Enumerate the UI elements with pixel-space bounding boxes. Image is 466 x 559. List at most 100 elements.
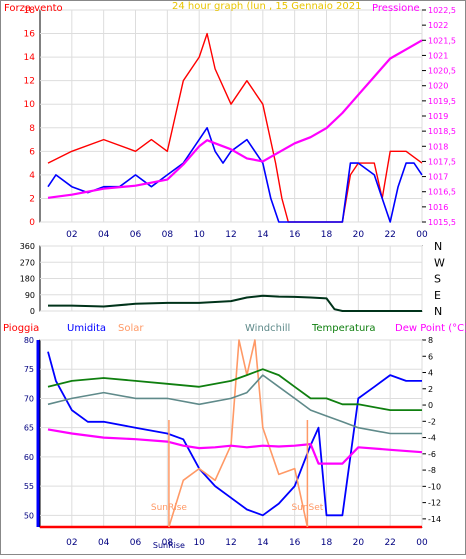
direction-y-tick: 0 [30,307,35,316]
pressure-y-tick: 1015,5 [428,218,456,227]
pressure-y-tick: 1021 [428,51,448,60]
temp-right-tick: 4 [428,369,433,378]
wind-y-tick: 16 [24,30,36,40]
direction-y-tick: 180 [20,275,35,284]
wind-direction-line [48,294,422,312]
chart-title: 24 hour graph (lun , 15 Gennaio 2021 [172,1,361,12]
temp-right-tick: 6 [428,352,433,361]
direction-compass-label: W [434,256,445,269]
pressure-y-tick: 1022 [428,21,448,30]
wind-x-tick: 14 [257,230,269,240]
wind-x-tick: 10 [193,230,205,240]
pressure-y-tick: 1022,5 [428,6,456,15]
sunrise-time-label: SunRise [153,541,185,550]
pressure-y-tick: 1018 [428,142,448,151]
pressure-line [47,39,423,199]
wind-x-tick: 20 [353,230,365,240]
humidity-y-tick: 80 [24,336,34,345]
wind-x-tick: 00 [416,230,428,240]
wind-y-tick: 2 [29,194,35,204]
direction-y-tick: 90 [25,291,35,300]
solar-line [168,339,309,528]
temp-right-tick: 8 [428,336,433,345]
wind-x-tick: 18 [321,230,333,240]
humidity-y-tick: 50 [24,511,34,520]
wind-y-tick: 18 [24,6,36,16]
pressure-y-tick: 1017,5 [428,157,456,166]
pressure-y-tick: 1019,5 [428,97,456,106]
temp-x-tick: 02 [66,538,77,548]
humidity-y-tick: 60 [24,453,34,462]
windchill-line [47,374,422,435]
pressure-y-tick: 1016,5 [428,188,456,197]
legend-item: Temperatura [311,323,376,334]
temp-right-tick: -6 [428,450,436,459]
wind-y-tick: 10 [24,100,36,110]
direction-y-tick: 270 [20,258,35,267]
humidity-y-tick: 65 [24,424,34,433]
pressure-y-tick: 1019 [428,112,448,121]
temp-right-tick: 2 [428,385,433,394]
temp-x-tick: 14 [257,538,269,548]
sunset-label: SunSet [291,503,323,513]
temp-x-tick: 16 [289,538,301,548]
pressure-axis-label: Pressione [372,3,420,14]
temp-x-tick: 06 [130,538,142,548]
direction-compass-label: N [434,240,442,253]
humidity-y-tick: 55 [24,482,34,491]
wind-x-tick: 04 [98,230,110,240]
wind-x-tick: 06 [130,230,142,240]
wind-y-tick: 4 [29,171,35,181]
humidity-y-tick: 75 [24,365,34,374]
temp-x-tick: 00 [416,538,428,548]
temp-right-tick: -2 [428,417,436,426]
sunrise-label: SunRise [151,503,188,513]
pressure-y-tick: 1018,5 [428,127,456,136]
wind-y-tick: 8 [29,124,35,134]
temp-x-tick: 12 [225,538,236,548]
legend-item: Windchill [245,323,290,334]
direction-compass-label: E [434,289,441,302]
wind-axis-label: Forza vento [4,3,63,14]
wind-x-tick: 02 [66,230,77,240]
dewpoint-line [47,428,423,465]
temp-right-tick: 0 [428,401,433,410]
pressure-y-tick: 1017 [428,173,448,182]
wind-gust-line [47,32,423,223]
legend-item: Pioggia [3,323,39,334]
wind-y-tick: 0 [29,218,35,228]
wind-x-tick: 16 [289,230,301,240]
humidity-y-tick: 70 [24,394,34,403]
humidity-line [47,351,422,517]
wind-x-tick: 12 [225,230,236,240]
temp-right-tick: -8 [428,466,436,475]
temp-x-tick: 18 [321,538,333,548]
legend-item: Dew Point (°C) [395,323,466,334]
legend-item: Solar [118,323,144,334]
wind-x-tick: 22 [384,230,395,240]
direction-compass-label: S [434,273,441,286]
wind-y-tick: 6 [29,147,35,157]
temp-x-tick: 20 [353,538,365,548]
wind-x-tick: 08 [162,230,174,240]
temp-x-tick: 22 [384,538,395,548]
temp-right-tick: -12 [428,499,441,508]
temperature-line [47,368,422,412]
wind-y-tick: 12 [24,77,35,87]
pressure-y-tick: 1020 [428,82,448,91]
legend-item: Umidita [67,323,106,334]
temp-x-tick: 10 [193,538,205,548]
temp-x-tick: 04 [98,538,110,548]
direction-compass-label: N [434,305,442,318]
temp-right-tick: -14 [428,515,441,524]
wind-y-tick: 14 [24,53,36,63]
pressure-y-tick: 1020,5 [428,67,456,76]
temp-right-tick: -10 [428,482,441,491]
direction-y-tick: 360 [20,242,35,251]
temp-right-tick: -4 [428,434,436,443]
pressure-y-tick: 1016 [428,203,448,212]
temp-x-tick: 08 [162,538,174,548]
pressure-y-tick: 1021,5 [428,36,456,45]
